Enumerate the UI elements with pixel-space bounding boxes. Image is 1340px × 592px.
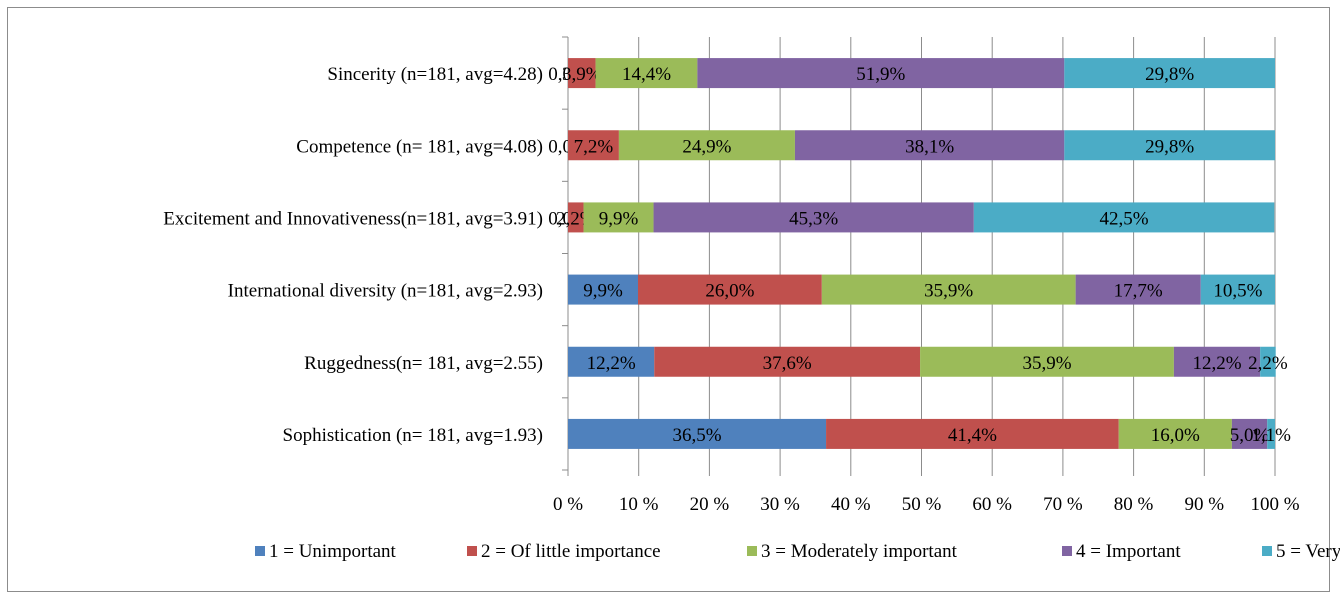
bar-segment	[618, 130, 795, 161]
bar-segment	[1075, 274, 1201, 305]
data-label: 24,9%	[682, 136, 731, 157]
x-tick-label: 100 %	[1250, 494, 1299, 515]
bar-segment	[1064, 130, 1275, 161]
legend-swatch	[747, 546, 757, 556]
data-label: 38,1%	[905, 136, 954, 157]
data-label: 14,4%	[622, 64, 671, 85]
data-label: 35,9%	[1022, 353, 1071, 374]
bar-segment	[568, 58, 596, 89]
bar-segment	[826, 418, 1119, 449]
data-label: 37,6%	[763, 353, 812, 374]
bar-segment	[568, 346, 655, 377]
data-label: 36,5%	[672, 425, 721, 446]
data-label: 9,9%	[599, 208, 639, 229]
bar-segment	[1173, 346, 1261, 377]
bar-segment	[568, 418, 827, 449]
legend-label: 3 = Moderately important	[761, 541, 958, 562]
bar-segment	[821, 274, 1076, 305]
data-label: 3,9%	[562, 64, 602, 85]
legend-label: 4 = Important	[1076, 541, 1181, 562]
bar-segment	[697, 58, 1065, 89]
bar-segment	[1064, 58, 1275, 89]
data-label: 5,0%	[1230, 425, 1270, 446]
bar-segment	[1118, 418, 1232, 449]
bar-segment	[794, 130, 1065, 161]
data-label: 12,2%	[587, 353, 636, 374]
legend-label: 1 = Unimportant	[269, 541, 397, 562]
bar-segment	[568, 130, 619, 161]
bar-segment	[920, 346, 1174, 377]
bar-segment	[1231, 418, 1268, 449]
legend-swatch	[255, 546, 265, 556]
legend-label: 2 = Of little importance	[481, 541, 661, 562]
data-label: 1,1%	[1251, 425, 1291, 446]
data-label: 29,8%	[1145, 64, 1194, 85]
data-label: 41,4%	[948, 425, 997, 446]
x-tick-label: 80 %	[1114, 494, 1154, 515]
data-label: 51,9%	[856, 64, 905, 85]
data-label: 29,8%	[1145, 136, 1194, 157]
data-label: 35,9%	[924, 281, 973, 302]
category-label: International diversity (n=181, avg=2.93…	[228, 281, 543, 302]
data-label: 45,3%	[789, 208, 838, 229]
x-tick-label: 0 %	[553, 494, 583, 515]
x-tick-label: 90 %	[1185, 494, 1225, 515]
category-label: Sincerity (n=181, avg=4.28)	[327, 64, 543, 85]
x-tick-label: 40 %	[831, 494, 871, 515]
bar-segment	[1260, 346, 1276, 377]
x-tick-label: 30 %	[760, 494, 800, 515]
data-label: 12,2%	[1192, 353, 1241, 374]
bar-segment	[654, 346, 921, 377]
x-tick-label: 10 %	[619, 494, 659, 515]
data-label: 16,0%	[1151, 425, 1200, 446]
x-tick-label: 20 %	[690, 494, 730, 515]
data-label: 2,2%	[1248, 353, 1288, 374]
bar-segment	[583, 202, 654, 233]
data-label: 7,2%	[574, 136, 614, 157]
data-label: 9,9%	[583, 281, 623, 302]
legend-swatch	[1262, 546, 1272, 556]
bar-segment	[568, 202, 584, 233]
bar-segment	[1200, 274, 1275, 305]
data-label: 10,5%	[1213, 281, 1262, 302]
data-label: 26,0%	[705, 281, 754, 302]
bar-segment	[653, 202, 974, 233]
legend-swatch	[1062, 546, 1072, 556]
bar-segment	[595, 58, 698, 89]
x-tick-label: 70 %	[1043, 494, 1083, 515]
bar-segment	[568, 274, 638, 305]
legend-label: 5 = Very important	[1276, 541, 1340, 562]
bar-segment	[973, 202, 1275, 233]
data-label: 42,5%	[1100, 208, 1149, 229]
bar-segment	[1267, 418, 1275, 449]
category-label: Competence (n= 181, avg=4.08)	[296, 136, 543, 157]
category-label: Sophistication (n= 181, avg=1.93)	[283, 425, 544, 446]
category-label: Ruggedness(n= 181, avg=2.55)	[304, 353, 543, 374]
bar-segment	[637, 274, 822, 305]
x-tick-label: 60 %	[972, 494, 1012, 515]
x-tick-label: 50 %	[902, 494, 942, 515]
legend-swatch	[467, 546, 477, 556]
category-label: Excitement and Innovativeness(n=181, avg…	[163, 208, 543, 229]
data-label: 17,7%	[1114, 281, 1163, 302]
